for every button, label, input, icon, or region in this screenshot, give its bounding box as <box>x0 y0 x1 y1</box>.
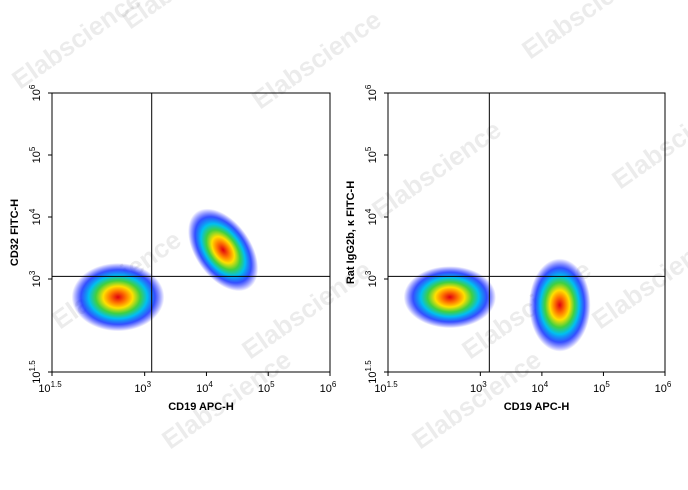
tick-base: 10 <box>367 89 379 101</box>
tick-base: 10 <box>38 383 50 395</box>
tick-base: 10 <box>320 383 332 395</box>
y-tick-label: 103 <box>28 270 43 287</box>
x-tick-label: 103 <box>134 380 151 395</box>
y-tick-label: 104 <box>28 208 43 225</box>
tick-base: 10 <box>532 383 544 395</box>
watermark: Elabscience <box>6 0 146 95</box>
y-tick-label: 106 <box>28 84 43 101</box>
watermark: Elabscience <box>366 114 506 225</box>
x-tick-label: 103 <box>470 380 487 395</box>
tick-base: 10 <box>367 151 379 163</box>
tick-base: 10 <box>258 383 270 395</box>
tick-base: 10 <box>367 275 379 287</box>
tick-power: 3 <box>28 270 37 275</box>
populations <box>71 208 259 332</box>
tick-base: 10 <box>470 383 482 395</box>
tick-power: 4 <box>544 380 549 389</box>
tick-power: 1.5 <box>387 380 399 389</box>
tick-power: 6 <box>667 380 672 389</box>
plot-frame <box>51 92 331 373</box>
y-tick-label: 106 <box>364 84 379 101</box>
y-tick-label: 103 <box>364 270 379 287</box>
tick-base: 10 <box>374 383 386 395</box>
x-axis-label: CD19 APC-H <box>168 401 234 413</box>
population <box>188 208 259 292</box>
watermark: Elabscience <box>606 84 688 195</box>
y-axis-label: Rat IgG2b, κ FITC-H <box>345 181 357 284</box>
y-tick-label: 101.5 <box>28 360 43 384</box>
watermark: Elabscience <box>246 4 386 115</box>
tick-base: 10 <box>31 371 43 383</box>
tick-power: 6 <box>364 84 373 89</box>
x-tick-label: 104 <box>532 380 549 395</box>
tick-power: 3 <box>482 380 487 389</box>
tick-base: 10 <box>367 213 379 225</box>
population <box>528 258 591 352</box>
population <box>71 263 165 332</box>
x-tick-label: 104 <box>196 380 213 395</box>
tick-base: 10 <box>196 383 208 395</box>
tick-power: 6 <box>28 84 37 89</box>
tick-base: 10 <box>593 383 605 395</box>
tick-power: 5 <box>28 146 37 151</box>
x-tick-label: 105 <box>593 380 610 395</box>
tick-base: 10 <box>655 383 667 395</box>
plot-frame <box>387 92 666 373</box>
tick-power: 5 <box>364 146 373 151</box>
tick-power: 4 <box>208 380 213 389</box>
watermark: Elabscience <box>516 0 656 65</box>
tick-power: 5 <box>270 380 275 389</box>
y-axis-label: CD32 FITC-H <box>9 199 21 266</box>
tick-power: 3 <box>364 270 373 275</box>
tick-base: 10 <box>31 151 43 163</box>
population <box>403 266 497 329</box>
tick-base: 10 <box>31 89 43 101</box>
x-tick-label: 101.5 <box>374 380 398 395</box>
y-tick-label: 105 <box>364 146 379 163</box>
tick-power: 1.5 <box>51 380 63 389</box>
x-tick-label: 106 <box>655 380 672 395</box>
y-tick-label: 105 <box>28 146 43 163</box>
tick-power: 4 <box>364 208 373 213</box>
tick-power: 1.5 <box>28 360 37 372</box>
tick-power: 1.5 <box>364 360 373 372</box>
watermark: Elabscience <box>586 224 688 335</box>
y-tick-label: 101.5 <box>364 360 379 384</box>
x-tick-label: 106 <box>320 380 337 395</box>
tick-base: 10 <box>367 371 379 383</box>
tick-power: 4 <box>28 208 37 213</box>
tick-power: 5 <box>605 380 610 389</box>
y-tick-label: 104 <box>364 208 379 225</box>
tick-base: 10 <box>31 213 43 225</box>
tick-base: 10 <box>31 275 43 287</box>
watermark: Elabscience <box>156 344 296 455</box>
tick-power: 6 <box>332 380 337 389</box>
populations <box>403 258 591 352</box>
tick-power: 3 <box>147 380 152 389</box>
x-tick-label: 101.5 <box>38 380 62 395</box>
x-tick-label: 105 <box>258 380 275 395</box>
tick-base: 10 <box>134 383 146 395</box>
x-axis-label: CD19 APC-H <box>504 401 570 413</box>
